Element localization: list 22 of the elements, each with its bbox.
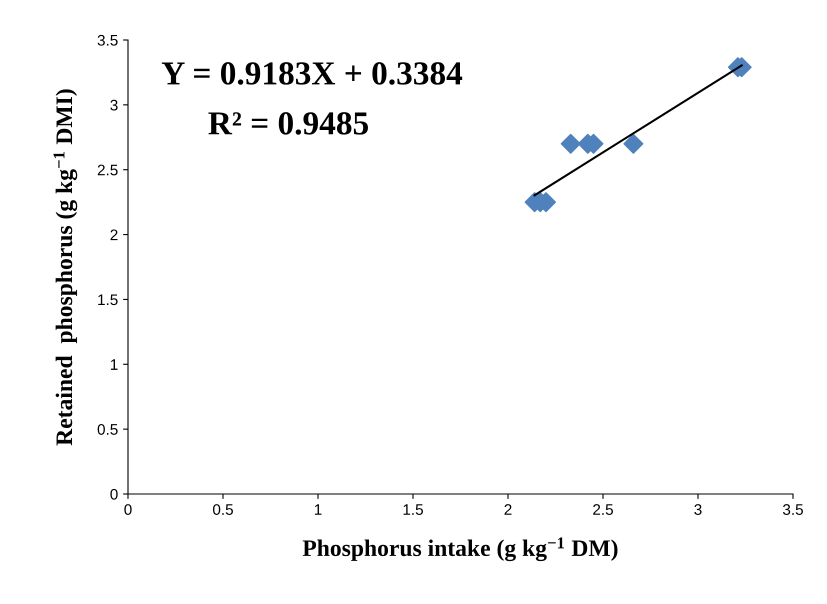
y-tick-label: 3 <box>110 100 118 111</box>
x-tick-label: 1 <box>314 504 322 515</box>
x-tick-label: 2.5 <box>593 504 613 515</box>
x-tick-label: 0.5 <box>212 504 233 515</box>
annotation: R² = 0.9485 <box>208 112 368 135</box>
point <box>623 134 644 154</box>
y-tick-label: 0.5 <box>98 424 118 435</box>
annotation: Y = 0.9183X + 0.3384 <box>162 62 462 85</box>
y-tick-label: 1.5 <box>98 294 118 306</box>
x-tick-label: 0 <box>124 504 132 515</box>
x-tick-label: 1.5 <box>404 504 423 515</box>
point <box>560 134 581 154</box>
y-tick-label: 3.5 <box>98 34 118 46</box>
y-tick-label: 1 <box>110 359 118 370</box>
y-tick-label: 2.5 <box>98 164 118 176</box>
x-tick-label: 2 <box>504 504 512 515</box>
x-axis-title: Phosphorus intake (g kg$^{−1}$ DM) <box>302 537 618 562</box>
y-tick-label: 0 <box>110 488 118 500</box>
y-tick-label: 2 <box>110 229 118 240</box>
x-tick-label: 3.5 <box>782 504 803 515</box>
x-tick-label: 3 <box>694 504 702 515</box>
y-axis-title: Retained phosphorus (g kg$^{−1}$ DMI) <box>54 89 78 446</box>
